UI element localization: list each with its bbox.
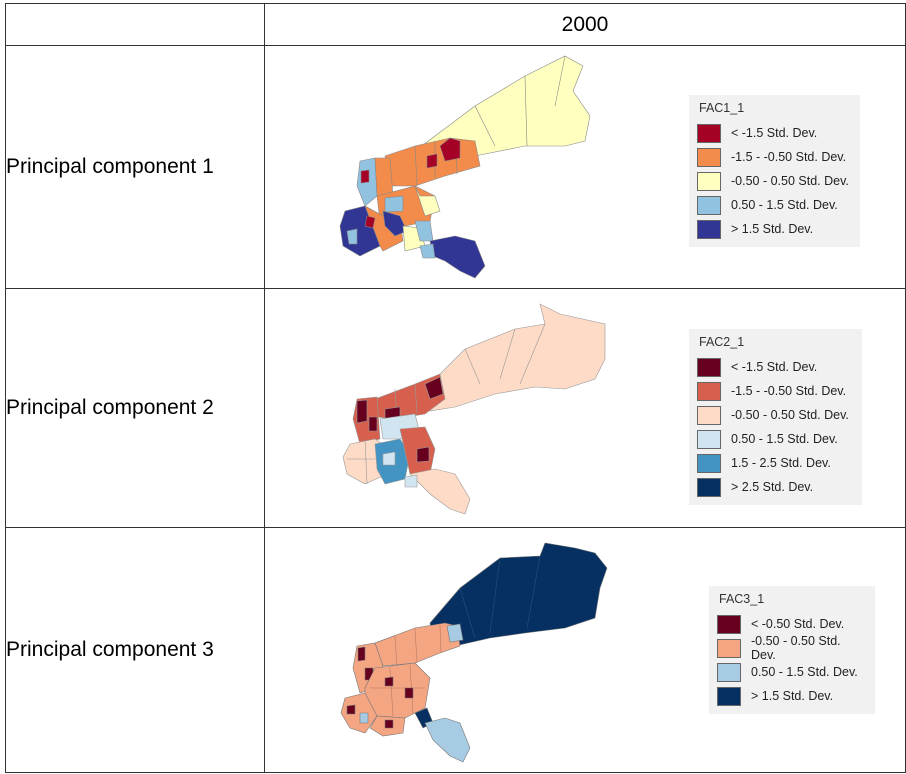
legend-item: > 2.5 Std. Dev. xyxy=(697,475,854,499)
legend-label: -1.5 - -0.50 Std. Dev. xyxy=(731,384,847,398)
legend-item: < -0.50 Std. Dev. xyxy=(717,612,867,636)
legend-item: -0.50 - 0.50 Std. Dev. xyxy=(697,169,852,193)
legend-swatch xyxy=(717,614,741,634)
legend-label: > 2.5 Std. Dev. xyxy=(731,480,814,494)
legend-label: -0.50 - 0.50 Std. Dev. xyxy=(751,634,841,662)
legend-swatch xyxy=(697,195,721,215)
component-row: Principal component 2 xyxy=(5,288,906,528)
legend-item: 0.50 - 1.5 Std. Dev. xyxy=(697,193,852,217)
header-row: 2000 xyxy=(5,3,906,46)
legend-label: 0.50 - 1.5 Std. Dev. xyxy=(751,665,858,679)
legend-swatch xyxy=(697,123,721,143)
legend-swatch xyxy=(697,219,721,239)
map-cell: FAC3_1 < -0.50 Std. Dev. -0.50 - 0.50 St… xyxy=(264,527,906,773)
legend-item: -0.50 - 0.50 Std. Dev. xyxy=(717,634,867,662)
legend-label: < -1.5 Std. Dev. xyxy=(731,360,818,374)
legend-swatch xyxy=(717,638,741,658)
legend-swatch xyxy=(697,381,721,401)
map-legend: FAC1_1 < -1.5 Std. Dev. -1.5 - -0.50 Std… xyxy=(689,95,860,247)
component-label: Principal component 2 xyxy=(5,288,265,528)
choropleth-map xyxy=(340,542,608,763)
results-table: 2000 Principal component 1 xyxy=(5,3,906,773)
legend-label: < -1.5 Std. Dev. xyxy=(731,126,818,140)
legend-label: > 1.5 Std. Dev. xyxy=(731,222,814,236)
legend-title: FAC3_1 xyxy=(719,592,765,606)
legend-swatch xyxy=(717,686,741,706)
choropleth-map xyxy=(342,303,606,515)
legend-title: FAC1_1 xyxy=(699,101,745,115)
legend-item: 0.50 - 1.5 Std. Dev. xyxy=(717,660,867,684)
legend-item: 1.5 - 2.5 Std. Dev. xyxy=(697,451,854,475)
component-row: Principal component 3 xyxy=(5,527,906,773)
legend-swatch xyxy=(697,405,721,425)
component-label: Principal component 3 xyxy=(5,527,265,773)
header-empty-cell xyxy=(5,3,265,46)
legend-label: -1.5 - -0.50 Std. Dev. xyxy=(731,150,847,164)
legend-label: -0.50 - 0.50 Std. Dev. xyxy=(731,408,849,422)
legend-item: 0.50 - 1.5 Std. Dev. xyxy=(697,427,854,451)
map-legend: FAC3_1 < -0.50 Std. Dev. -0.50 - 0.50 St… xyxy=(709,586,875,714)
legend-item: < -1.5 Std. Dev. xyxy=(697,355,854,379)
map-cell: FAC2_1 < -1.5 Std. Dev. -1.5 - -0.50 Std… xyxy=(264,288,906,528)
choropleth-map xyxy=(339,55,591,279)
legend-item: -1.5 - -0.50 Std. Dev. xyxy=(697,145,852,169)
legend-swatch xyxy=(697,147,721,167)
year-header: 2000 xyxy=(264,3,906,46)
legend-label: > 1.5 Std. Dev. xyxy=(751,689,834,703)
legend-title: FAC2_1 xyxy=(699,335,745,349)
legend-swatch xyxy=(697,357,721,377)
legend-label: 0.50 - 1.5 Std. Dev. xyxy=(731,432,838,446)
legend-label: 1.5 - 2.5 Std. Dev. xyxy=(731,456,831,470)
legend-label: < -0.50 Std. Dev. xyxy=(751,617,845,631)
component-label: Principal component 1 xyxy=(5,45,265,289)
legend-label: 0.50 - 1.5 Std. Dev. xyxy=(731,198,838,212)
legend-swatch xyxy=(697,477,721,497)
legend-swatch xyxy=(697,171,721,191)
legend-item: -0.50 - 0.50 Std. Dev. xyxy=(697,403,854,427)
legend-item: > 1.5 Std. Dev. xyxy=(697,217,852,241)
legend-swatch xyxy=(717,662,741,682)
legend-item: -1.5 - -0.50 Std. Dev. xyxy=(697,379,854,403)
legend-swatch xyxy=(697,429,721,449)
legend-item: > 1.5 Std. Dev. xyxy=(717,684,867,708)
component-row: Principal component 1 xyxy=(5,45,906,289)
map-cell: FAC1_1 < -1.5 Std. Dev. -1.5 - -0.50 Std… xyxy=(264,45,906,289)
legend-label: -0.50 - 0.50 Std. Dev. xyxy=(731,174,849,188)
legend-swatch xyxy=(697,453,721,473)
map-legend: FAC2_1 < -1.5 Std. Dev. -1.5 - -0.50 Std… xyxy=(689,329,862,505)
legend-item: < -1.5 Std. Dev. xyxy=(697,121,852,145)
